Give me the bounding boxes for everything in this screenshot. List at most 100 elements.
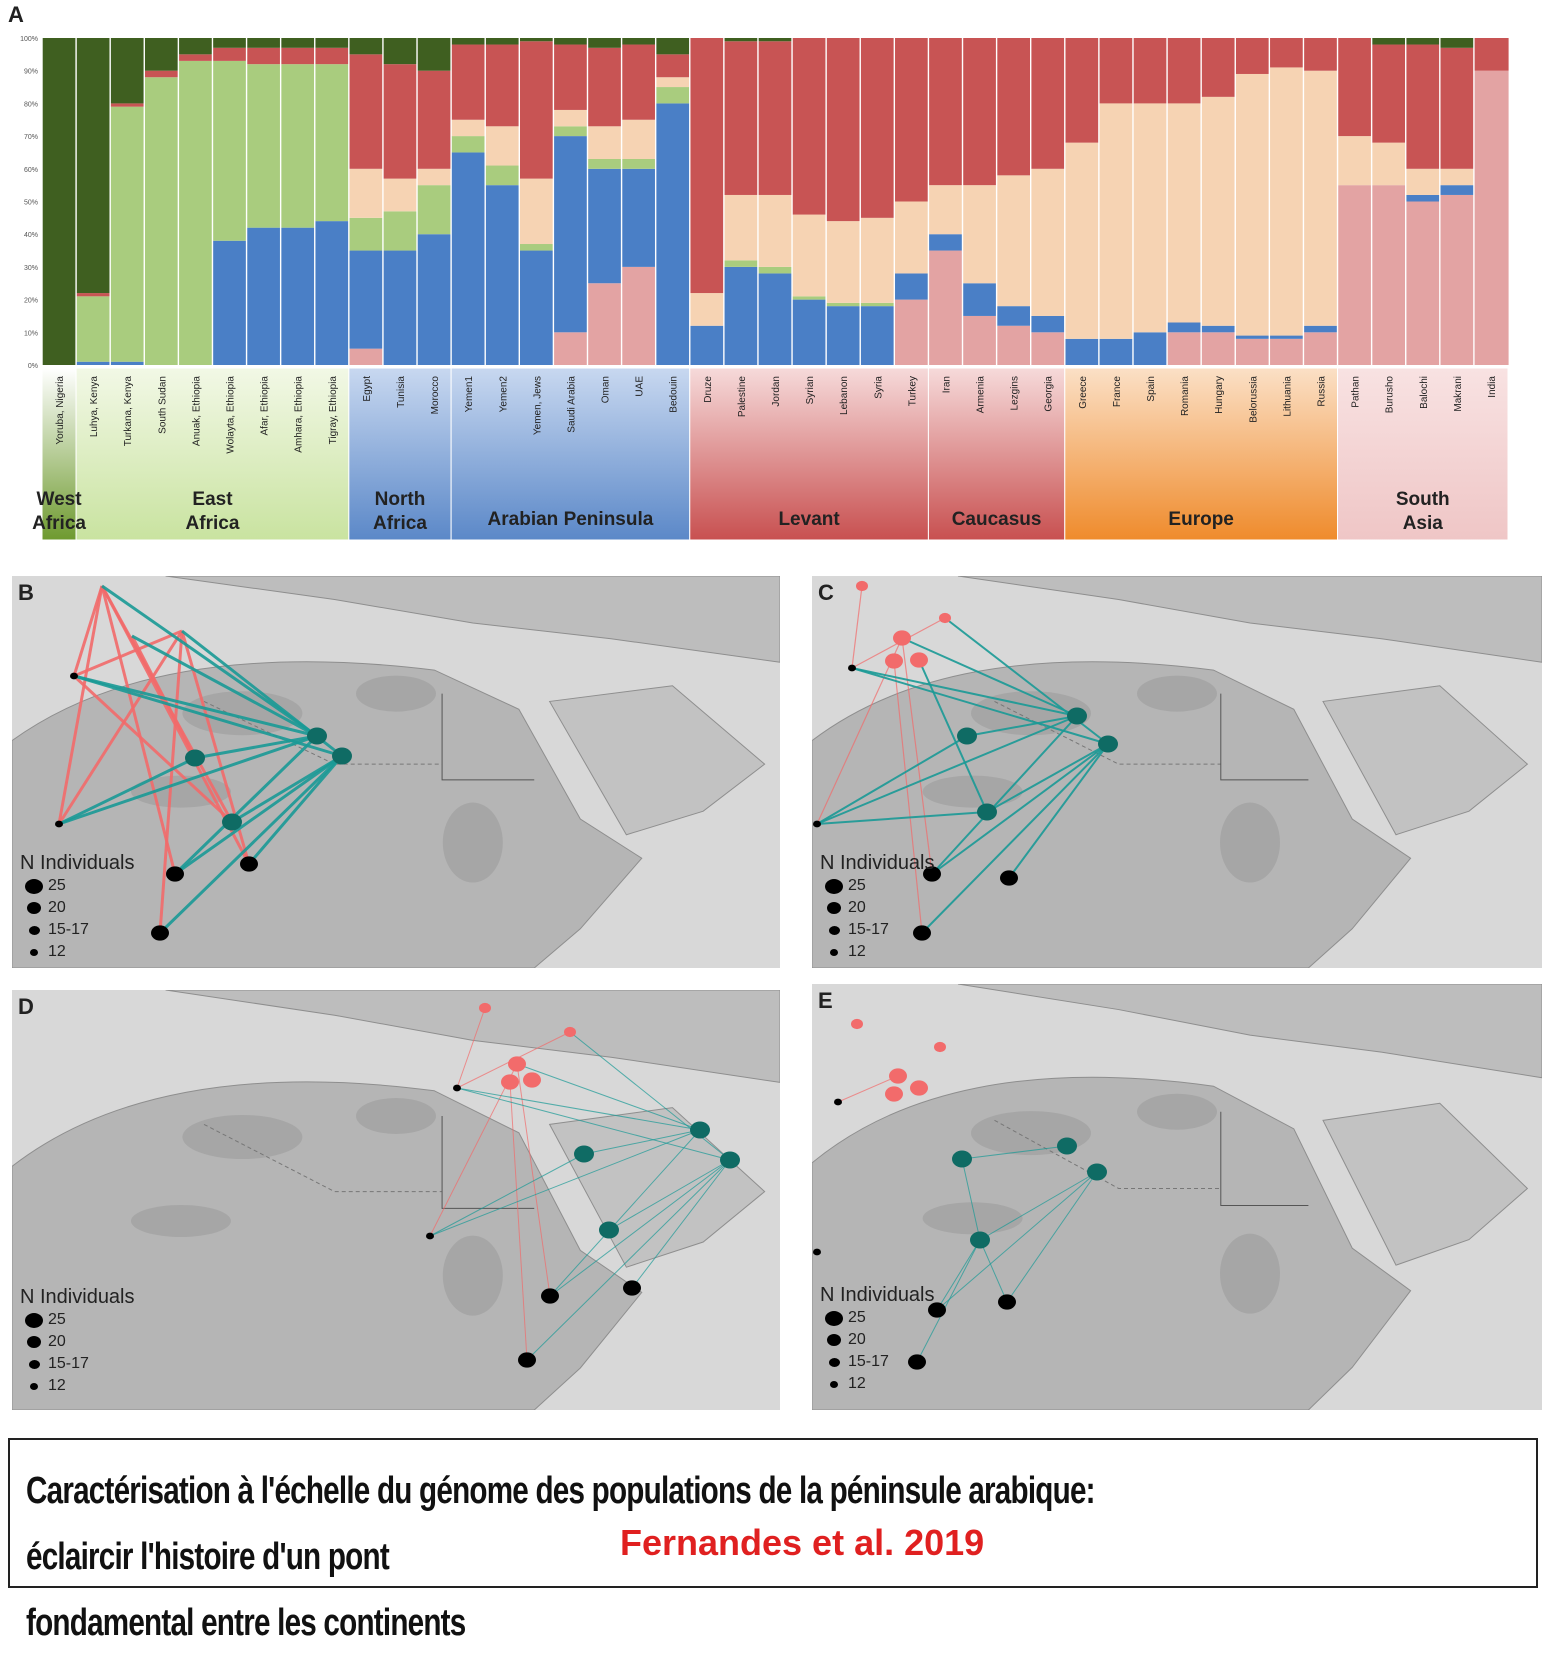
bar-segment-light-green xyxy=(485,165,520,186)
network-edge-teal xyxy=(966,715,1078,737)
legend-item-label: 15-17 xyxy=(848,921,889,938)
population-node-africa xyxy=(913,925,931,941)
bar-segment-red xyxy=(1098,38,1134,104)
legend-dot-holder xyxy=(820,902,848,914)
legend-item-label: 20 xyxy=(848,899,866,916)
population-node-levant xyxy=(523,1072,541,1088)
population-node-arabia xyxy=(1087,1163,1107,1181)
bar-segment-dark-green xyxy=(42,38,77,365)
population-label: Syrian xyxy=(805,376,816,404)
relief-patch xyxy=(130,1205,231,1237)
bar-segment-peach xyxy=(553,109,589,127)
network-edge-teal xyxy=(1006,1171,1098,1303)
bar-segment-light-green xyxy=(417,185,452,235)
legend-dot-holder xyxy=(20,878,48,894)
bar-segment-red xyxy=(1235,38,1270,74)
population-node-africa xyxy=(453,1084,461,1092)
legend-item: 20 xyxy=(820,897,935,919)
bar-segment-peach xyxy=(1337,136,1373,186)
bar-segment-blue xyxy=(451,152,486,365)
population-label: Syria xyxy=(873,376,884,399)
region-block xyxy=(450,367,691,541)
population-label: Pathan xyxy=(1351,376,1362,408)
bar-segment-red xyxy=(757,41,793,195)
bar-segment-light-green xyxy=(76,296,111,362)
network-edge-teal xyxy=(549,1159,731,1297)
network-edge-teal xyxy=(583,1129,701,1155)
bar-segment-pink xyxy=(1473,70,1509,365)
network-edge-teal xyxy=(526,1159,731,1361)
legend-dot-icon xyxy=(27,1336,41,1348)
bar-segment-pink xyxy=(1235,338,1270,365)
bar-segment-dark-green xyxy=(246,38,282,48)
europe-landmass xyxy=(165,576,780,663)
legend-item-label: 12 xyxy=(848,1375,866,1392)
bar-segment-peach xyxy=(894,201,930,274)
relief-patch xyxy=(356,675,436,712)
bar-segment-red xyxy=(1439,47,1475,169)
population-label: Palestine xyxy=(737,376,748,418)
network-edge-red xyxy=(851,585,863,669)
caption-title-line1: Caractérisation à l'échelle du génome de… xyxy=(26,1470,1096,1578)
bar-segment-blue xyxy=(928,234,964,251)
map-panel-e: N Individuals 25 20 15-17 12 xyxy=(812,984,1542,1410)
bar-segment-peach xyxy=(519,178,554,245)
bar-segment-red xyxy=(246,47,282,65)
legend-dot-icon xyxy=(28,925,40,935)
network-edge-teal xyxy=(1008,743,1109,879)
network-edge-red xyxy=(100,585,177,875)
bar-segment-light-green xyxy=(587,158,623,169)
network-edge-teal xyxy=(901,637,1078,717)
network-edge-teal xyxy=(816,735,968,825)
population-node-arabia xyxy=(1098,735,1118,753)
bar-segment-peach xyxy=(451,119,486,137)
legend-item: 15-17 xyxy=(20,919,135,941)
bar-segment-peach xyxy=(621,119,657,159)
map-e-legend: N Individuals 25 20 15-17 12 xyxy=(820,1284,935,1395)
bar-segment-blue xyxy=(792,299,827,365)
population-node-levant xyxy=(479,1002,491,1014)
population-label: Egypt xyxy=(362,376,373,402)
bar-segment-red xyxy=(621,44,657,120)
population-label: France xyxy=(1112,376,1123,408)
network-edge-teal xyxy=(986,743,1109,813)
bar-segment-dark-green xyxy=(621,38,657,45)
population-label: Tigray, Ethiopia xyxy=(328,376,339,445)
legend-item-label: 25 xyxy=(848,877,866,894)
bar-segment-blue xyxy=(860,306,895,365)
population-label: Druze xyxy=(703,376,714,403)
legend-dot-holder xyxy=(820,925,848,935)
panel-label-e: E xyxy=(818,988,833,1013)
legend-item: 20 xyxy=(820,1329,935,1351)
region-label: East xyxy=(192,489,233,510)
population-label: Belorussia xyxy=(1248,376,1259,423)
bar-segment-light-green xyxy=(212,60,248,241)
population-label: Romania xyxy=(1180,376,1191,416)
bar-segment-peach xyxy=(1167,103,1202,323)
population-node-arabia xyxy=(332,747,352,765)
network-edge-teal xyxy=(931,743,1109,875)
relief-patch xyxy=(1220,1233,1280,1314)
legend-title: N Individuals xyxy=(20,1286,135,1308)
population-node-africa xyxy=(813,1248,821,1256)
bar-segment-light-green xyxy=(621,158,657,169)
population-node-africa xyxy=(928,1302,946,1318)
bar-segment-blue xyxy=(689,325,725,365)
population-label: Burusho xyxy=(1385,376,1396,414)
bar-segment-pink xyxy=(1167,332,1202,365)
legend-item: 25 xyxy=(820,1307,935,1329)
network-edge-red xyxy=(516,1063,551,1297)
region-label: South xyxy=(1396,489,1450,510)
legend-title: N Individuals xyxy=(820,1284,935,1306)
bar-segment-blue xyxy=(826,306,861,365)
population-label: Georgia xyxy=(1044,376,1055,412)
network-edge-teal xyxy=(631,1159,731,1289)
legend-dot-holder xyxy=(820,1310,848,1326)
bar-segment-peach xyxy=(348,168,384,218)
region-label: North xyxy=(375,489,426,510)
population-label: UAE xyxy=(635,376,646,397)
region-label: Europe xyxy=(1168,509,1233,530)
network-edge-teal xyxy=(131,634,318,738)
population-label: Anuak, Ethiopia xyxy=(191,376,202,446)
bar-segment-red xyxy=(1201,38,1236,97)
